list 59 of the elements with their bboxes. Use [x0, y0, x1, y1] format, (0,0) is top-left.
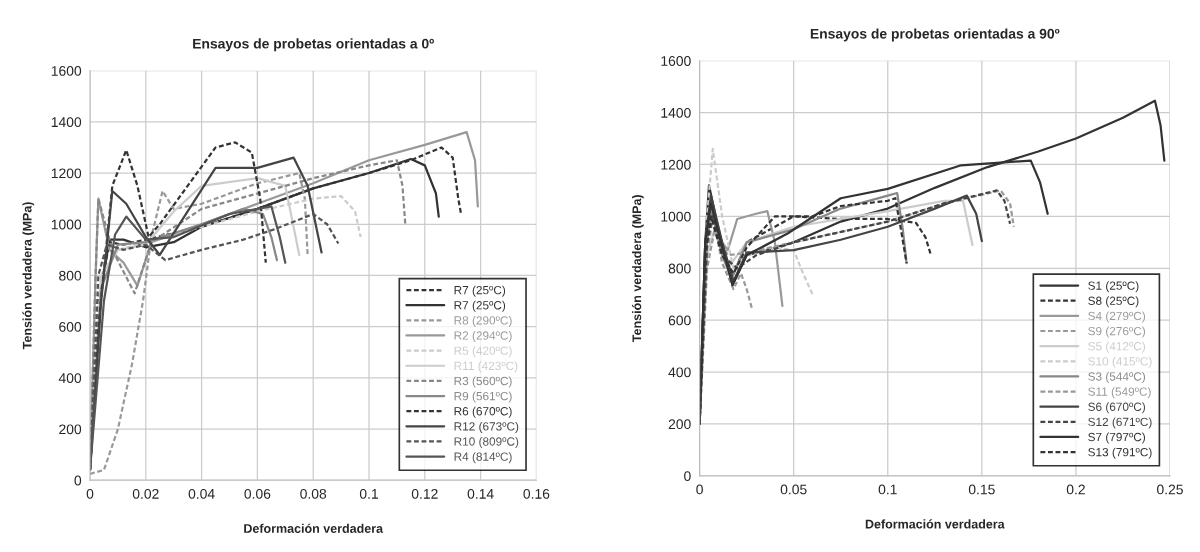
legend-label: R7 (25ºC) — [454, 285, 506, 297]
x-tick-label: 0.08 — [300, 488, 327, 499]
x-tick-label: 0 — [696, 484, 703, 495]
x-tick-label: 0.25 — [1157, 484, 1183, 495]
legend-label: R3 (560ºC) — [454, 376, 512, 388]
y-tick-label: 1600 — [51, 65, 82, 76]
legend-label: R7 (25ºC) — [454, 300, 506, 312]
y-tick-label: 600 — [668, 315, 691, 326]
x-tick-label: 0.14 — [467, 488, 494, 499]
x-tick-label: 0.15 — [968, 484, 995, 495]
legend-label: S8 (25ºC) — [1088, 296, 1139, 308]
x-tick-label: 0.1 — [359, 488, 378, 499]
y-tick-label: 0 — [74, 475, 82, 486]
chart-title: Ensayos de probetas orientadas a 90º — [810, 28, 1060, 42]
y-tick-label: 1200 — [661, 159, 691, 170]
legend-label: S11 (549ºC) — [1088, 387, 1151, 399]
legend-label: S1 (25ºC) — [1088, 281, 1139, 293]
legend-label: R10 (809ºC) — [454, 437, 519, 449]
y-tick-label: 200 — [59, 424, 82, 435]
x-tick-label: 0.06 — [244, 488, 271, 499]
legend-label: R4 (814ºC) — [454, 452, 512, 464]
y-tick-label: 1400 — [51, 117, 82, 128]
chart-title: Ensayos de probetas orientadas a 0º — [193, 38, 434, 52]
x-tick-label: 0.12 — [411, 488, 438, 499]
y-axis-title: Tensión verdadera (MPa) — [22, 202, 35, 350]
legend-label: S12 (671ºC) — [1088, 417, 1152, 429]
legend-label: S4 (279ºC) — [1088, 311, 1146, 323]
y-tick-label: 600 — [59, 321, 82, 332]
y-tick-label: 1200 — [51, 168, 82, 179]
y-tick-label: 200 — [668, 419, 691, 430]
x-tick-label: 0.05 — [780, 484, 807, 495]
legend-label: S3 (544ºC) — [1088, 372, 1146, 383]
y-tick-label: 1000 — [661, 211, 691, 222]
legend-label: R12 (673ºC) — [454, 421, 519, 433]
x-tick-label: 0.1 — [878, 484, 897, 495]
legend-label: S7 (797ºC) — [1088, 432, 1146, 444]
y-tick-label: 800 — [59, 270, 82, 281]
y-axis-title: Tensión verdadera (MPa) — [631, 195, 644, 342]
legend-label: S13 (791ºC) — [1088, 447, 1152, 459]
y-tick-label: 1000 — [51, 219, 82, 230]
y-tick-label: 1400 — [661, 107, 691, 118]
y-tick-label: 1600 — [661, 56, 691, 66]
y-tick-label: 0 — [684, 471, 691, 481]
legend-label: S9 (276ºC) — [1088, 326, 1146, 338]
legend-label: R9 (561ºC) — [454, 391, 512, 403]
x-tick-label: 0 — [86, 488, 94, 499]
y-tick-label: 400 — [668, 367, 691, 378]
legend-label: R8 (290ºC) — [454, 315, 512, 327]
x-tick-label: 0.02 — [132, 488, 159, 499]
x-tick-label: 0.16 — [523, 488, 550, 499]
y-tick-label: 800 — [668, 263, 691, 274]
legend-label: R6 (670ºC) — [454, 406, 512, 418]
x-axis-title: Deformación verdadera — [244, 523, 384, 533]
x-tick-label: 0.2 — [1066, 484, 1085, 495]
x-axis-title: Deformación verdadera — [865, 519, 1005, 529]
x-tick-label: 0.04 — [188, 488, 215, 499]
y-tick-label: 400 — [58, 373, 82, 384]
legend-label: S6 (670ºC) — [1088, 402, 1146, 414]
legend-label: R2 (294ºC) — [454, 331, 512, 343]
